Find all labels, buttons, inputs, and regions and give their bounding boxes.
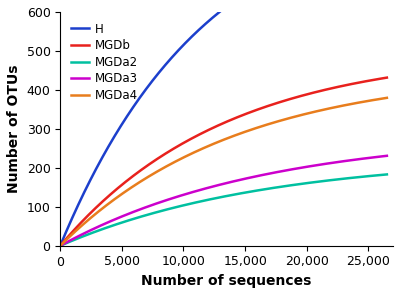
Line: MGDb: MGDb <box>60 78 387 246</box>
MGDa2 <box>208 198 213 201</box>
MGDb <box>375 78 380 81</box>
MGDb <box>375 77 380 81</box>
MGDa2 <box>217 196 222 199</box>
Line: MGDa3: MGDa3 <box>60 156 387 246</box>
H <box>58 244 63 248</box>
MGDa2 <box>384 173 389 176</box>
MGDa4 <box>208 143 213 147</box>
MGDa4 <box>58 244 63 248</box>
MGDa4 <box>375 98 380 101</box>
MGDb <box>58 244 63 248</box>
MGDa2 <box>74 237 79 240</box>
H <box>208 18 213 21</box>
MGDa4 <box>74 228 79 232</box>
MGDa3 <box>375 155 380 159</box>
MGDa2 <box>375 173 380 177</box>
MGDa4 <box>384 96 389 100</box>
MGDa3 <box>384 154 389 158</box>
MGDb <box>74 225 79 229</box>
Line: MGDa4: MGDa4 <box>60 98 387 246</box>
Y-axis label: Number of OTUs: Number of OTUs <box>7 65 21 193</box>
Line: H: H <box>60 0 387 246</box>
MGDa2 <box>315 180 320 183</box>
MGDb <box>208 127 213 131</box>
MGDa2 <box>375 173 380 177</box>
H <box>74 206 79 209</box>
MGDa3 <box>58 244 63 248</box>
MGDb <box>217 123 222 127</box>
MGDb <box>315 90 320 94</box>
Legend: H, MGDb, MGDa2, MGDa3, MGDa4: H, MGDb, MGDa2, MGDa3, MGDa4 <box>66 18 142 106</box>
MGDa2 <box>58 244 63 248</box>
MGDa3 <box>74 235 79 239</box>
H <box>217 11 222 14</box>
MGDa4 <box>217 140 222 143</box>
Line: MGDa2: MGDa2 <box>60 174 387 246</box>
MGDa4 <box>315 109 320 113</box>
MGDb <box>384 76 389 79</box>
MGDa3 <box>217 183 222 187</box>
MGDa3 <box>375 155 380 159</box>
MGDa4 <box>375 98 380 101</box>
X-axis label: Number of sequences: Number of sequences <box>142 274 312 288</box>
MGDa3 <box>315 163 320 167</box>
MGDa3 <box>208 185 213 189</box>
